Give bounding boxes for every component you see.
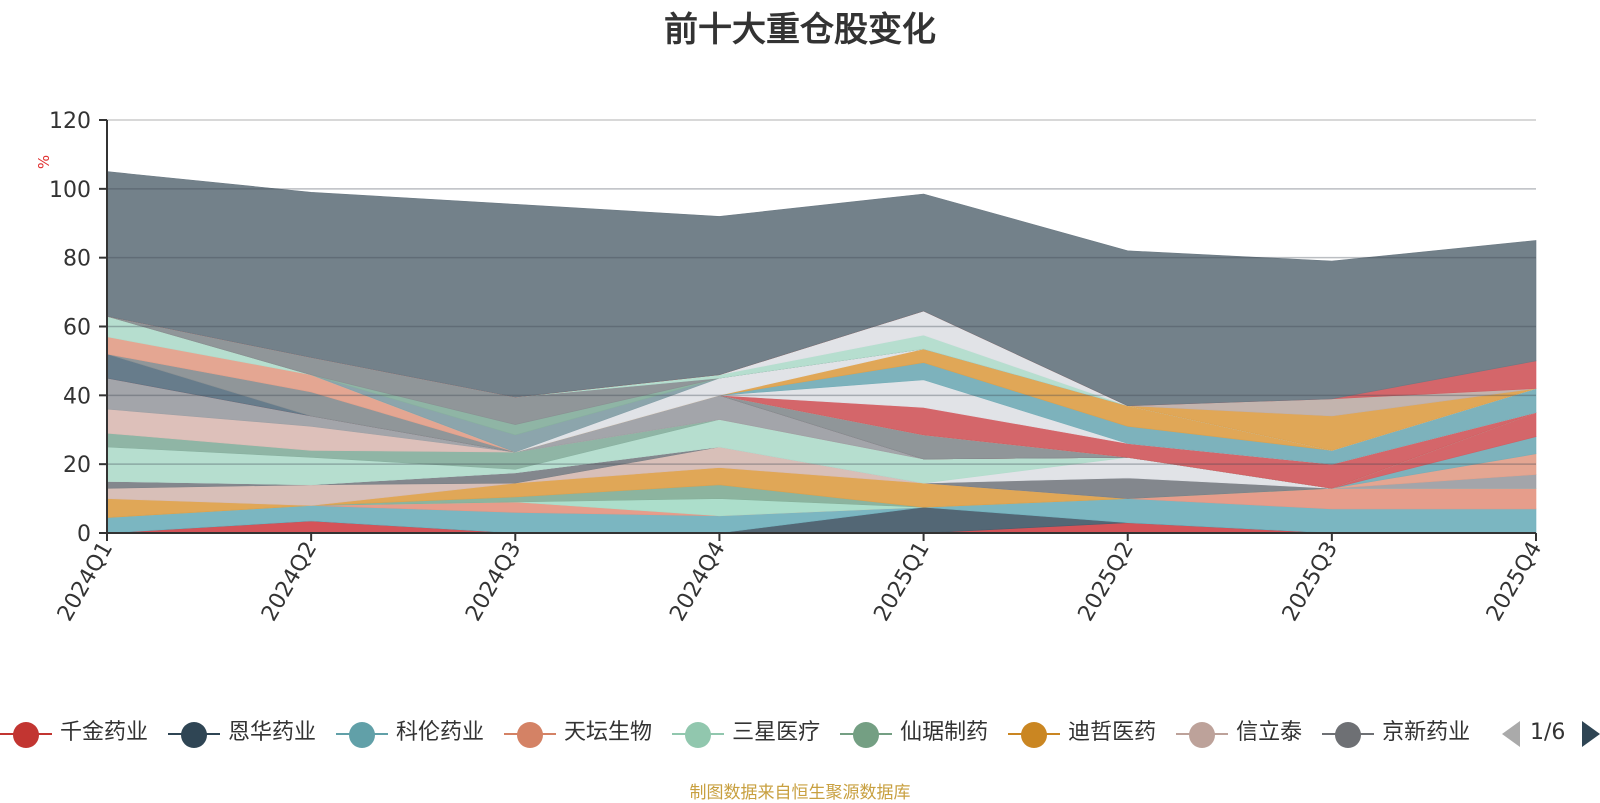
- legend-item[interactable]: 迪哲医药: [1008, 713, 1156, 753]
- x-tick-label: 2025Q1: [869, 538, 934, 626]
- legend-next-arrow-icon[interactable]: [1582, 721, 1600, 747]
- legend-pager: 1/6: [1500, 713, 1600, 753]
- legend-item[interactable]: 京新药业: [1322, 713, 1470, 753]
- y-tick-label: 120: [49, 109, 91, 134]
- legend-label: 恩华药业: [228, 720, 317, 745]
- legend-label: 信立泰: [1236, 720, 1303, 745]
- x-tick-label: 2025Q4: [1482, 538, 1547, 626]
- legend-page-indicator: 1/6: [1530, 720, 1566, 745]
- legend-dot-icon: [1335, 722, 1362, 748]
- legend-label: 迪哲医药: [1068, 720, 1157, 745]
- legend-item[interactable]: 科伦药业: [336, 713, 484, 753]
- x-tick-label: 2024Q3: [461, 538, 526, 626]
- x-tick-label: 2025Q2: [1074, 538, 1139, 626]
- legend-dot-icon: [853, 722, 880, 748]
- legend-label: 京新药业: [1382, 720, 1471, 745]
- y-tick-label: 40: [63, 384, 91, 409]
- legend-dot-icon: [349, 722, 376, 748]
- data-source-note: 制图数据来自恒生聚源数据库: [689, 783, 911, 803]
- legend-item[interactable]: 天坛生物: [504, 713, 652, 753]
- legend-item[interactable]: 仙琚制药: [840, 713, 988, 753]
- legend-dot-icon: [13, 722, 39, 748]
- y-tick-label: 60: [63, 316, 91, 341]
- legend-dot-icon: [1021, 722, 1048, 748]
- legend-item[interactable]: 恩华药业: [168, 713, 316, 753]
- legend-label: 三星医疗: [732, 720, 821, 745]
- legend-prev-arrow-icon[interactable]: [1502, 721, 1520, 747]
- legend-label: 仙琚制药: [900, 720, 989, 745]
- area-series-group: [106, 171, 1537, 534]
- legend-dot-icon: [1189, 722, 1216, 748]
- y-tick-label: 100: [49, 178, 91, 203]
- x-tick-label: 2024Q1: [53, 538, 118, 626]
- legend-dot-icon: [517, 722, 544, 748]
- legend-dot-icon: [181, 722, 208, 748]
- legend-item[interactable]: 三星医疗: [672, 713, 820, 753]
- x-tick-label: 2024Q2: [257, 538, 322, 626]
- legend-items: 千金药业 恩华药业 科伦药业 天坛生物 三星医疗 仙琚制药 迪哲医药 信立泰 京新药业: [0, 713, 1488, 753]
- legend-label: 科伦药业: [396, 720, 485, 745]
- legend-item[interactable]: 千金药业: [0, 713, 148, 753]
- area-series-segment-34[interactable]: [106, 171, 1537, 407]
- y-tick-label: 80: [63, 247, 91, 272]
- legend-dot-icon: [685, 722, 712, 748]
- legend-item[interactable]: 信立泰: [1176, 713, 1302, 753]
- area-chart: 0 20 40 60 80 100 120% 2024Q1 2024Q2 2024Q3 2024Q4…: [35, 109, 1547, 626]
- y-axis-unit-label: %: [35, 155, 53, 169]
- chart-title: 前十大重仓股变化: [664, 10, 936, 50]
- legend-label: 千金药业: [60, 720, 149, 745]
- x-tick-label: 2024Q4: [665, 538, 730, 626]
- legend-label: 天坛生物: [564, 720, 653, 745]
- y-tick-label: 20: [63, 453, 91, 478]
- legend: 千金药业 恩华药业 科伦药业 天坛生物 三星医疗 仙琚制药 迪哲医药 信立泰 京新药业 1/6: [0, 713, 1600, 753]
- y-tick-label: 0: [77, 522, 91, 547]
- x-tick-label: 2025Q3: [1278, 538, 1343, 626]
